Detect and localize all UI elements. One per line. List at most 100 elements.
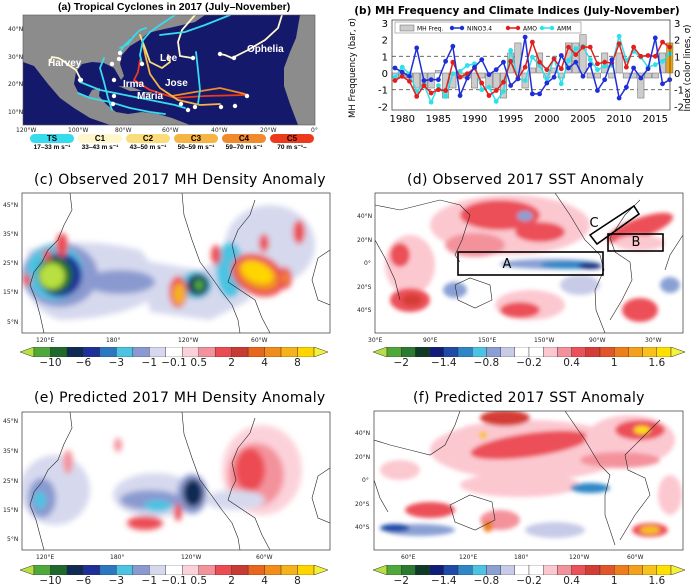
legend-marker [539,25,545,31]
anomaly-region [500,302,540,318]
point-amo-2006 [587,44,593,50]
anomaly-region [228,443,284,507]
lat-tick: 15°N [3,507,19,514]
colorbar-label: −0.2 [516,575,542,587]
colorbar-low-triangle [373,565,388,575]
point-nino34-1984 [428,77,434,83]
point-amo-1980 [399,73,405,79]
box-b-label: B [632,235,641,250]
point-amo-2007 [595,61,600,67]
x-tick: 2015 [643,114,668,125]
anomaly-region [127,516,163,530]
anomaly-region [169,276,187,308]
point-amo-1994 [501,79,506,85]
panel-d-title: (d) Observed 2017 SST Anomaly [407,172,645,188]
anomaly-region [402,294,422,306]
colorbar-swatch [264,347,282,357]
colorbar-swatch [165,347,183,357]
anomaly-region [634,426,650,434]
colorbar-swatch [66,347,84,357]
colorbar-swatch [542,347,558,357]
colorbar-swatch [264,565,282,575]
point-amo-1991 [479,80,485,86]
lat-tick: 10°N [8,109,24,116]
point-nino34-2005 [580,73,586,79]
anomaly-region [517,211,533,221]
panel-e-frame [21,411,331,551]
genesis-point [117,50,123,56]
colorbar-swatch [149,347,166,357]
anomaly-region [483,520,493,532]
point-nino34-1979 [392,65,398,71]
colorbar-label: −0.2 [516,357,542,369]
coastlines [29,412,330,550]
coastline-americas-west [181,412,241,550]
genesis-point [217,51,223,57]
x-tick: 2000 [534,114,559,125]
anomaly-region [235,448,265,492]
genesis-point [109,61,115,67]
genesis-point [111,77,117,83]
colorbar-swatch [557,347,572,357]
anomaly-region [430,420,630,480]
anomaly-region [120,490,180,510]
colorbar-swatch [429,565,444,575]
lon-tick: 40°W [211,127,228,134]
panel-d-map: A B C [375,193,683,333]
legend-marker [505,25,511,31]
point-nino34-1989 [464,75,470,81]
point-nino34-1985 [435,77,441,83]
colorbar-label: 1 [610,357,618,369]
anomaly-region [114,438,122,452]
colorbar-swatch [415,347,430,357]
point-nino34-2006 [587,62,593,68]
anomaly-region [37,257,73,293]
point-amo-2001 [551,56,557,62]
colorbar-swatch [50,347,68,357]
legend-pill-c5: C5 [270,134,314,143]
point-amo-2011 [623,64,629,70]
legend-marker [449,25,455,31]
bar-2007 [593,72,601,79]
point-nino34-2009 [609,57,615,63]
lat-tick: 45°N [3,418,19,425]
colorbar-high-triangle [670,565,685,575]
lat-tick: 0° [362,477,369,484]
colorbar-label: −1 [141,357,158,369]
colorbar-label: 0.4 [563,575,580,587]
anomaly-region [615,420,665,440]
lat-tick: 0° [364,260,371,267]
lat-tick: 40°S [357,307,372,314]
index-boxes [457,204,664,276]
anomaly-region [278,267,292,289]
anomaly-region [580,452,660,468]
point-amo-2005 [580,44,586,50]
anomaly-region [578,263,602,269]
colorbar-swatch [656,565,672,575]
anomaly-region [632,523,668,537]
point-nino34-1993 [493,67,499,73]
lat-tick: 40°N [8,26,24,33]
legend-range: 43–50 m s⁻¹ [129,144,167,151]
colorbar-swatch [571,347,587,357]
x-tick: 1980 [390,114,415,125]
colorbar-swatch [528,565,544,575]
legend-pill-c2: C2 [126,134,170,143]
point-amo-1979 [392,78,398,83]
point-amo-1992 [486,93,492,98]
colorbar-swatch [231,565,249,575]
colorbar-swatch [500,565,515,575]
anomaly-region [231,253,285,297]
y-tick-right: -2 [674,102,684,113]
colorbar-bar [20,565,328,575]
colorbar-swatch [198,565,216,575]
legend-marker [515,25,521,31]
point-nino34-2012 [631,65,636,71]
colorbar-swatch [66,565,84,575]
anomaly-region [282,272,288,284]
colorbar-swatch [280,565,298,575]
colorbar-bar [373,565,685,575]
coastline-africa [311,467,330,524]
colorbar-swatch [628,347,643,357]
anomaly-region [174,503,182,521]
